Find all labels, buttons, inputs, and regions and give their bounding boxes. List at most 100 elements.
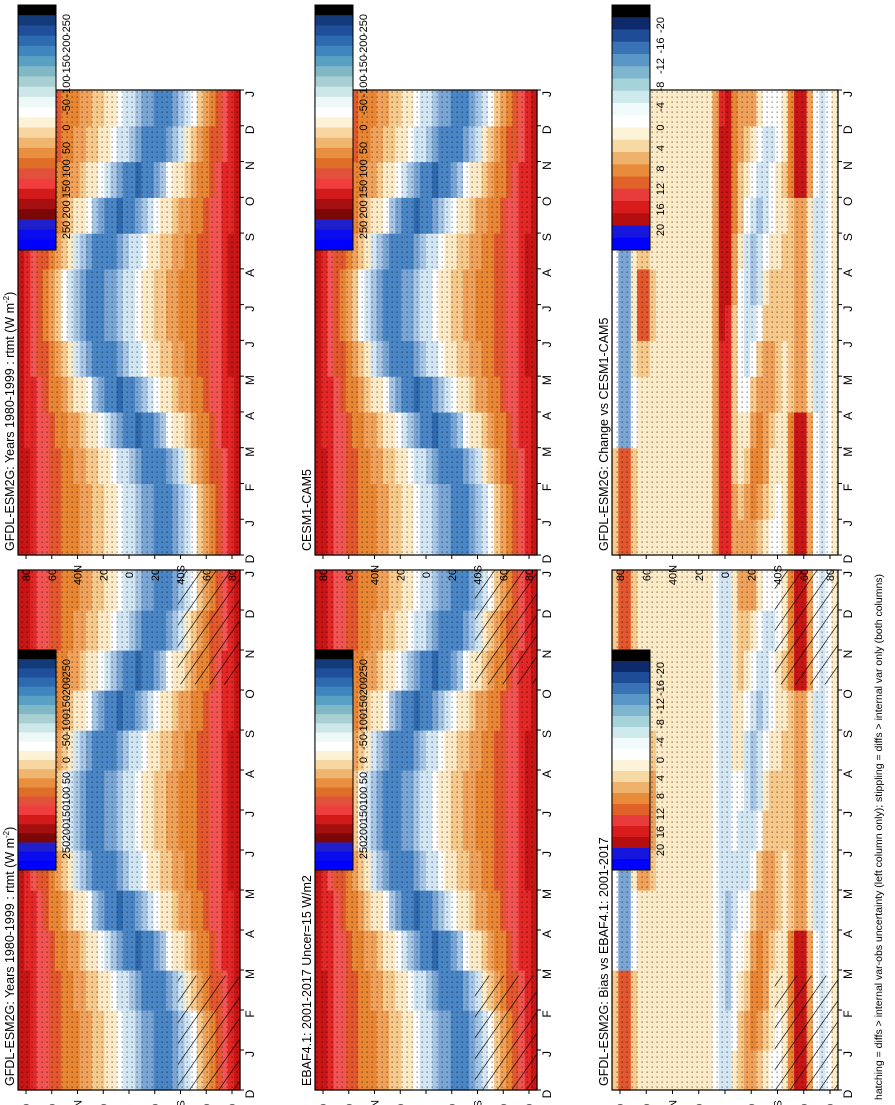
colorbar-swatch — [315, 677, 353, 688]
colorbar-label: -20 — [655, 17, 667, 33]
month-tick-label: M — [243, 375, 257, 385]
colorbar-swatch — [18, 76, 56, 88]
colorbar-swatch — [18, 25, 56, 37]
latitude-tick-label: 20 — [395, 1104, 407, 1105]
latitude-tick-label: 0 — [720, 572, 732, 578]
latitude-tick-label: 40N — [370, 565, 382, 585]
colorbar-swatch — [315, 219, 353, 231]
latitude-tick-label: 20 — [150, 569, 162, 581]
latitude-tick-label: 40N — [668, 1100, 680, 1105]
colorbar-swatch — [612, 225, 650, 239]
colorbar-swatch — [315, 96, 353, 108]
colorbar-label: 16 — [655, 203, 667, 215]
colorbar-label: -200 — [61, 34, 73, 56]
month-tick-label: J — [243, 571, 257, 577]
month-tick-label: D — [841, 125, 855, 134]
colorbar-swatch — [18, 705, 56, 715]
latitude-tick-label: 40S — [773, 565, 785, 585]
colorbar-swatch — [612, 848, 650, 860]
hatching-overlay — [774, 570, 838, 685]
month-tick-label: A — [540, 412, 554, 420]
month-tick-label: D — [243, 1089, 257, 1098]
month-tick-label: A — [243, 269, 257, 277]
colorbar-swatch — [315, 15, 353, 26]
colorbar-swatch — [18, 127, 56, 139]
colorbar-swatch — [612, 66, 650, 79]
panel-top-left: DJFMAMJJASONDJ806040N2002040S6080GFDL-ES… — [2, 569, 257, 1105]
colorbar-label: 200 — [61, 200, 73, 218]
colorbar-swatch — [315, 117, 353, 128]
title-end: ) — [3, 827, 17, 831]
latitude-tick-label: 20 — [98, 569, 110, 581]
colorbar-swatch — [315, 769, 353, 779]
month-tick-label: J — [841, 811, 855, 817]
month-tick-label: N — [841, 650, 855, 659]
colorbar-swatch — [612, 237, 650, 251]
latitude-tick-label: 80 — [21, 569, 33, 581]
colorbar-swatch — [18, 229, 56, 241]
colorbar-swatch — [315, 723, 353, 733]
colorbar-swatch — [315, 714, 353, 724]
month-tick-label: A — [540, 269, 554, 277]
panel-middle-left: DJFMAMJJASONDJ806040N2002040S6080EBAF4.1… — [300, 569, 554, 1105]
colorbar-swatch — [612, 650, 650, 662]
latitude-tick-label: 60 — [47, 1104, 59, 1105]
colorbar: 20 16 12 8 4 0 -4 -8 -12 -16 -20 — [611, 649, 667, 871]
month-tick-label: O — [243, 197, 257, 206]
month-tick-label: O — [841, 689, 855, 698]
colorbar-swatch — [315, 750, 353, 761]
colorbar-swatch — [612, 661, 650, 673]
colorbar-label: 200 — [358, 200, 370, 218]
figure-footnote: hatching = diffs > internal var-obs unce… — [873, 574, 885, 1100]
latitude-tick-label: 40S — [473, 565, 485, 585]
colorbar-swatch — [612, 78, 650, 92]
colorbar-swatch — [315, 695, 353, 706]
latitude-tick-label: 20 — [447, 1104, 459, 1105]
latitude-tick-label: 60 — [641, 569, 653, 581]
colorbar-label: 0 — [61, 757, 73, 763]
month-tick-label: A — [841, 770, 855, 778]
colorbar-swatch — [18, 833, 56, 843]
colorbar-swatch — [612, 760, 650, 772]
panel-bottom-left: DJFMAMJJASONDJ806040N2002040S6080GFDL-ES… — [597, 569, 855, 1105]
colorbar-label: -20 — [655, 662, 667, 678]
latitude-tick-label: 60 — [47, 569, 59, 581]
colorbar-swatch — [18, 659, 56, 669]
colorbar-swatch — [18, 650, 56, 660]
colorbar-swatch — [315, 796, 353, 807]
colorbar-label: 200 — [358, 823, 370, 841]
month-tick-label: J — [841, 341, 855, 347]
month-tick-label: J — [841, 91, 855, 97]
colorbar-label: -50 — [358, 99, 370, 115]
colorbar: 20 16 12 8 4 0 -4 -8 -12 -16 -20 — [611, 4, 667, 251]
month-tick-label: J — [841, 306, 855, 312]
latitude-tick-label: 80 — [227, 1104, 239, 1105]
month-tick-label: F — [243, 1010, 257, 1017]
latitude-tick-label: 0 — [124, 572, 136, 578]
colorbar-label: -12 — [655, 698, 667, 714]
latitude-tick-label: 40N — [73, 1100, 85, 1105]
colorbar-swatch — [18, 778, 56, 788]
colorbar-swatch — [18, 168, 56, 180]
month-tick-label: F — [841, 484, 855, 491]
month-tick-label: O — [243, 689, 257, 698]
latitude-tick-label: 80 — [318, 1104, 330, 1105]
month-tick-label: O — [540, 689, 554, 698]
colorbar-label: 50 — [358, 142, 370, 154]
colorbar-swatch — [18, 824, 56, 834]
colorbar-label: -8 — [655, 82, 667, 92]
colorbar-label: 0 — [655, 124, 667, 130]
colorbar-label: 16 — [655, 826, 667, 838]
month-axis: D J F M A M J J A S O N D J — [838, 569, 855, 1098]
colorbar-swatch — [18, 188, 56, 200]
month-tick-label: J — [540, 571, 554, 577]
colorbar-label: 100 — [358, 159, 370, 177]
month-tick-label: J — [243, 341, 257, 347]
latitude-tick-label: 20 — [694, 569, 706, 581]
